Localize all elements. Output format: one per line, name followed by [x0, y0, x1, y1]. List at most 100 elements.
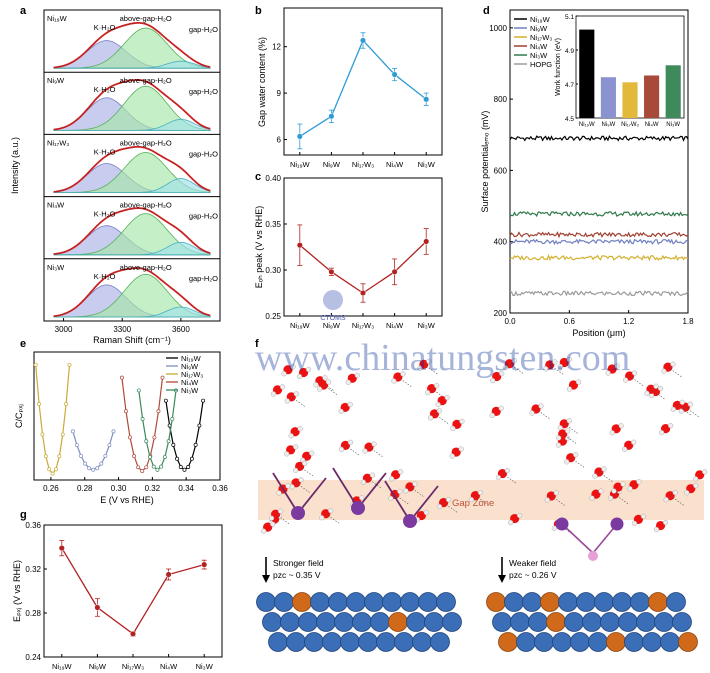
y-axis-label: Intensity (a.u.): [10, 137, 20, 194]
x-tick-label: 0.0: [504, 317, 516, 326]
metal-atom: [612, 592, 632, 612]
y-tick-label: 0.40: [265, 174, 281, 183]
metal-atom: [672, 612, 692, 632]
panel-letter-c: c: [255, 171, 261, 183]
data-point: [328, 268, 335, 275]
hydrogen-atom: [389, 476, 395, 482]
legend-label: Ni₄W: [530, 42, 548, 51]
x-tick-label: Ni₁₉W: [579, 122, 595, 128]
y-tick-label: 9: [277, 89, 282, 98]
hydrogen-atom: [657, 385, 664, 392]
x-tick-label: 0.28: [77, 484, 93, 493]
hydrogen-atom: [529, 410, 535, 416]
hydrogen-atom: [618, 423, 624, 429]
hydrogen-atom: [504, 467, 511, 474]
hydrogen-atom: [322, 375, 328, 381]
data-point: [60, 432, 65, 437]
metal-atom: [486, 592, 506, 612]
data-point: [140, 417, 145, 421]
ion-coordination: [272, 472, 299, 514]
hydrogen-atom: [609, 430, 615, 436]
x-tick-label: Ni₁₇W₃: [352, 160, 374, 169]
legend-label: HOPG: [530, 60, 552, 69]
data-point: [54, 467, 58, 472]
hydrogen-atom: [279, 384, 286, 390]
inset-bar: [600, 77, 616, 118]
hydrogen-atom: [538, 403, 544, 409]
hydrogen-atom: [435, 402, 441, 408]
metal-atom: [498, 632, 518, 652]
x-tick-label: Ni₉W: [323, 160, 341, 169]
metal-atom: [648, 592, 668, 612]
hydrogen-atom: [662, 519, 669, 526]
data-point: [79, 453, 83, 458]
metal-atom: [256, 592, 276, 612]
y-axis-label: Eₚₓⱼ (V vs RHE): [12, 560, 22, 622]
hydrogen-atom: [338, 446, 345, 452]
hydrogen-atom: [499, 370, 505, 377]
peak-label: above-gap-H₂O: [120, 138, 172, 147]
adsorbed-water: [588, 551, 598, 561]
metal-atom: [618, 612, 638, 632]
panel-letter-f: f: [255, 338, 259, 350]
data-point: [156, 409, 161, 414]
hydrogen-atom: [403, 488, 409, 494]
hydrogen-atom: [622, 446, 628, 452]
hydrogen-atom: [543, 366, 549, 372]
hydrogen-atom: [354, 372, 360, 378]
hydrogen-atom: [589, 495, 595, 501]
hydrogen-atom: [517, 512, 523, 519]
data-point: [175, 456, 180, 461]
metal-atom: [522, 592, 542, 612]
axes-frame-b: [283, 7, 443, 156]
hydrogen-atom: [338, 408, 344, 415]
data-point: [193, 442, 198, 447]
hydrogen-atom: [288, 433, 294, 439]
raman-fit-peak: [53, 118, 211, 131]
x-tick-label: 0.6: [564, 317, 576, 326]
data-point: [423, 96, 430, 103]
hydrogen-atom: [270, 391, 277, 397]
data-point: [391, 268, 398, 275]
metal-atom: [642, 632, 662, 652]
hydrogen-atom: [614, 363, 620, 369]
pzc-label: pzc ~ 0.26 V: [509, 570, 557, 580]
metal-atom: [442, 612, 462, 632]
legend-label: Ni₁₉W: [181, 354, 202, 363]
metal-atom: [346, 592, 366, 612]
panel-letter-d: d: [483, 5, 490, 17]
inset-bar: [579, 29, 595, 119]
data-point: [189, 456, 194, 461]
x-axis-label: E (V vs RHE): [100, 495, 154, 505]
metal-atom: [376, 632, 396, 652]
hydrogen-atom: [400, 371, 406, 377]
hydrogen-atom: [668, 423, 674, 429]
watermark-logo-text: CTOMS: [320, 315, 345, 322]
hydrogen-atom: [398, 469, 404, 475]
hydrogen-atom: [293, 467, 299, 473]
capacitance-curve: [138, 390, 177, 471]
hydrogen-atom: [702, 469, 708, 475]
metal-atom: [268, 632, 288, 652]
data-point: [151, 464, 156, 469]
hydrogen-atom: [627, 486, 633, 492]
data-point: [171, 442, 176, 447]
hydrogen-atom: [423, 509, 429, 516]
metal-atom: [516, 632, 536, 652]
hydrogen-atom: [555, 442, 562, 448]
metal-atom: [630, 592, 650, 612]
hydrogen-atom: [436, 504, 443, 510]
metal-atom: [316, 612, 336, 632]
hydrogen-atom: [556, 435, 562, 441]
hydrogen-atom: [659, 430, 665, 436]
hydrogen-atom: [468, 497, 475, 503]
legend-label: Ni₄W: [181, 378, 199, 387]
potential-trace: [509, 253, 689, 262]
hydrogen-atom: [687, 401, 693, 407]
x-tick-label: 0.26: [43, 484, 59, 493]
x-tick-label: Ni₁₇W₃: [621, 122, 639, 128]
metal-atom: [606, 632, 626, 652]
y-axis-label: Eₒₕ peak (V vs RHE): [254, 206, 264, 289]
peak-label: K·H₂O: [94, 210, 116, 219]
x-tick-label: 3300: [113, 325, 131, 334]
